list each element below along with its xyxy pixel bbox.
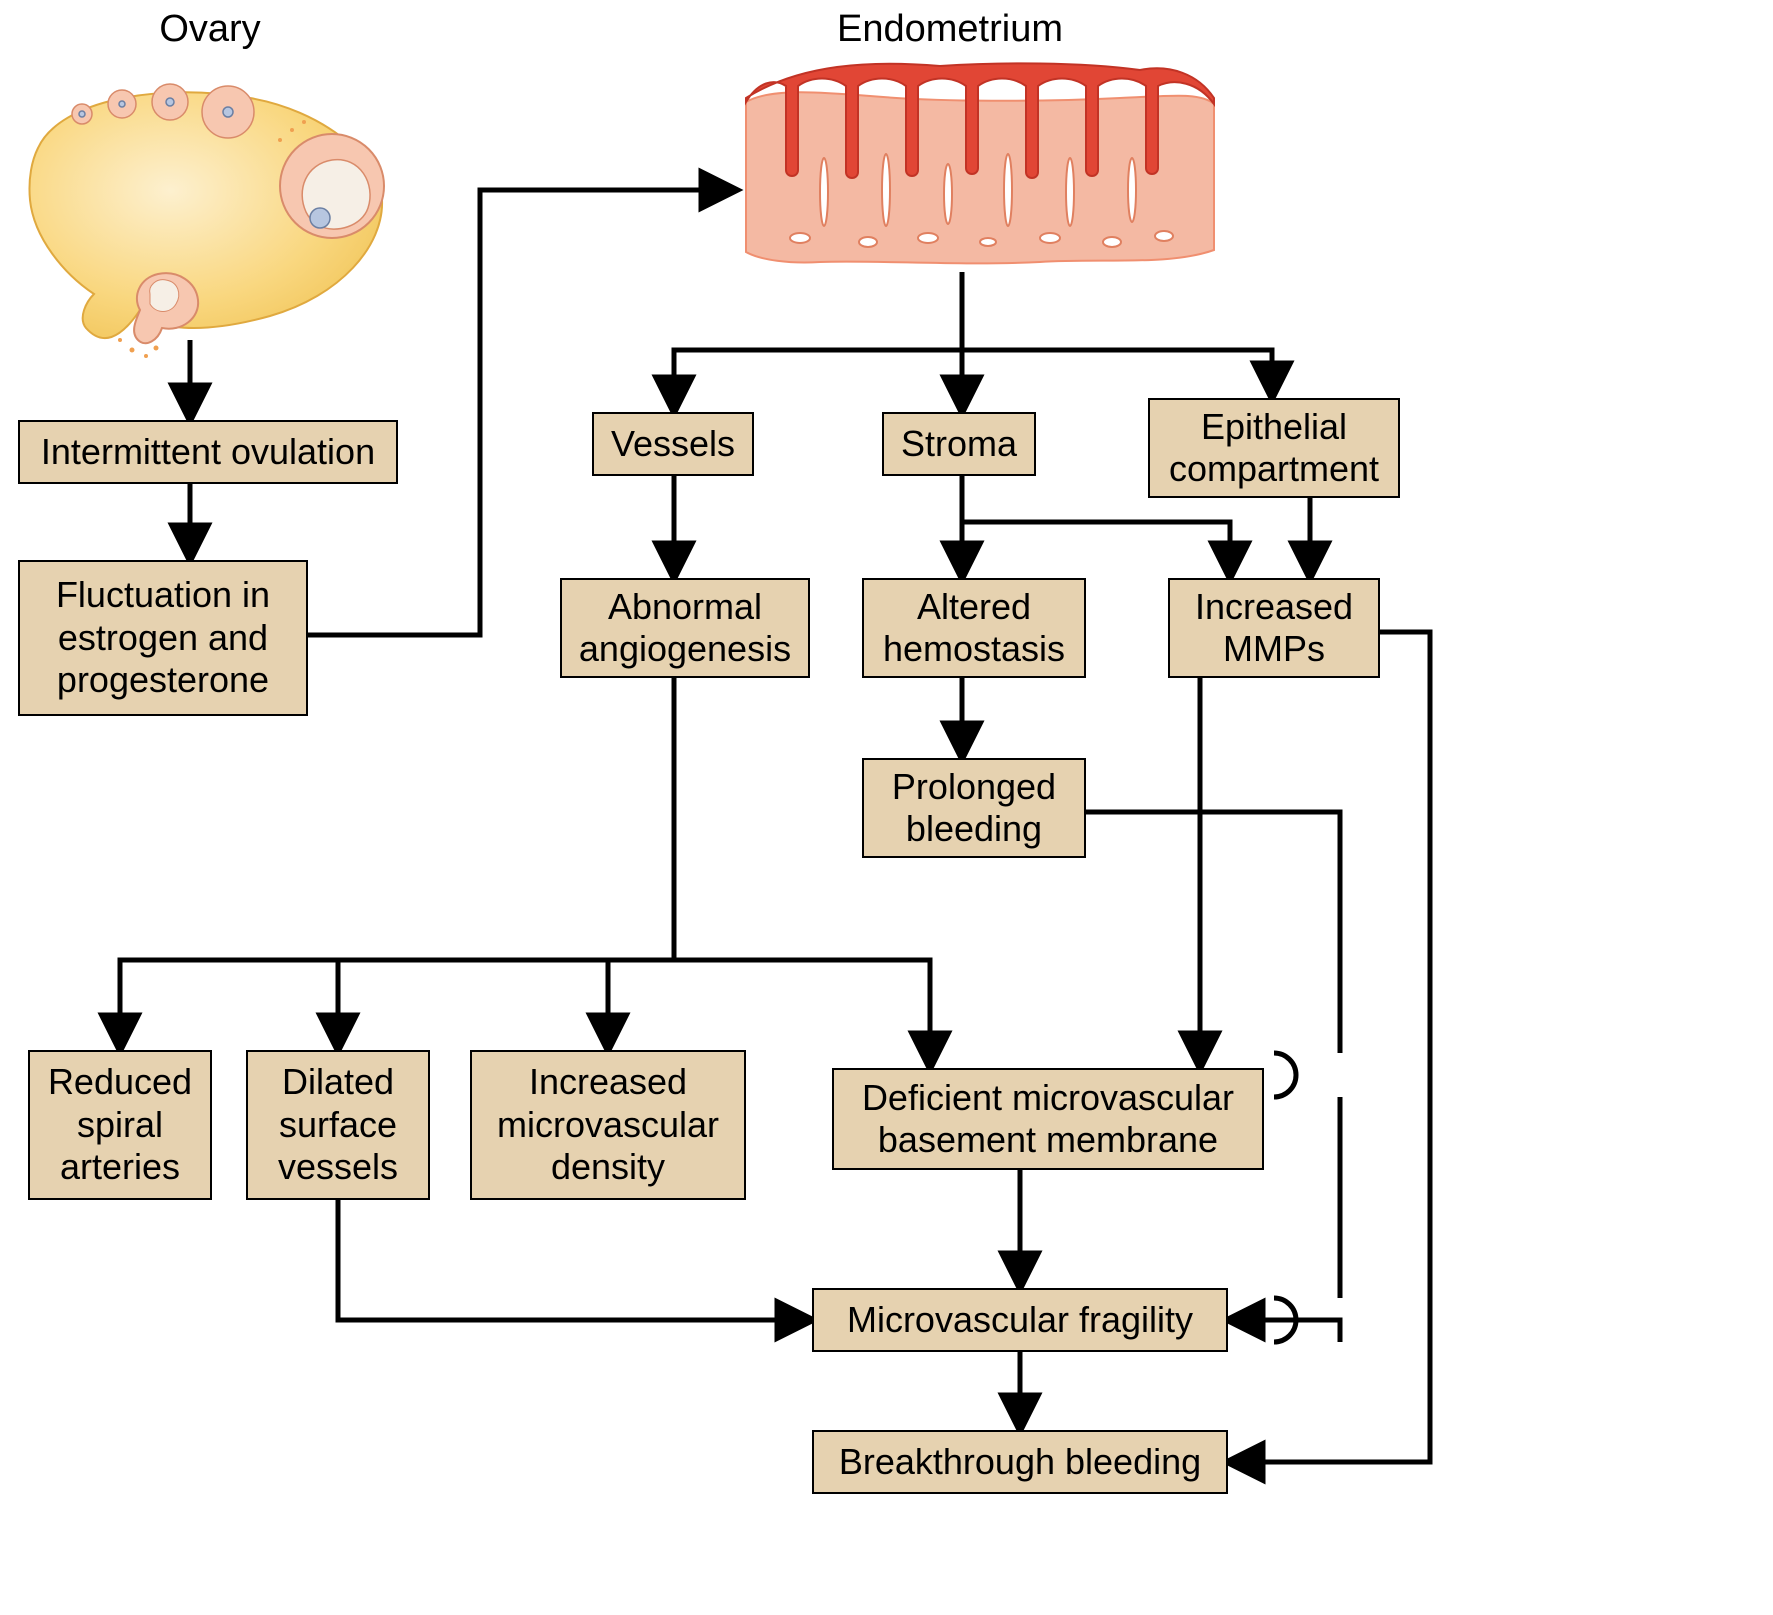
label: Stroma xyxy=(901,423,1017,465)
label: IncreasedMMPs xyxy=(1195,586,1353,671)
node-breakthrough-bleeding: Breakthrough bleeding xyxy=(812,1430,1228,1494)
node-epithelial: Epithelialcompartment xyxy=(1148,398,1400,498)
node-microvascular-fragility: Microvascular fragility xyxy=(812,1288,1228,1352)
node-fluctuation: Fluctuation inestrogen andprogesterone xyxy=(18,560,308,716)
node-altered-hemostasis: Alteredhemostasis xyxy=(862,578,1086,678)
node-vessels: Vessels xyxy=(592,412,754,476)
label: Intermittent ovulation xyxy=(41,431,375,473)
label: Alteredhemostasis xyxy=(883,586,1065,671)
label: Reducedspiralarteries xyxy=(48,1061,192,1188)
node-stroma: Stroma xyxy=(882,412,1036,476)
label: Vessels xyxy=(611,423,735,465)
node-deficient-bm: Deficient microvascularbasement membrane xyxy=(832,1068,1264,1170)
node-dilated-surface: Dilatedsurfacevessels xyxy=(246,1050,430,1200)
diagram-stage: Ovary Endometrium xyxy=(0,0,1773,1615)
label: Fluctuation inestrogen andprogesterone xyxy=(56,574,270,701)
label: Epithelialcompartment xyxy=(1169,406,1379,491)
node-increased-mmps: IncreasedMMPs xyxy=(1168,578,1380,678)
node-abnormal-angiogenesis: Abnormalangiogenesis xyxy=(560,578,810,678)
node-intermittent-ovulation: Intermittent ovulation xyxy=(18,420,398,484)
label: Deficient microvascularbasement membrane xyxy=(862,1077,1234,1162)
label: Breakthrough bleeding xyxy=(839,1441,1201,1483)
label: Dilatedsurfacevessels xyxy=(278,1061,398,1188)
label: Microvascular fragility xyxy=(847,1299,1193,1341)
node-prolonged-bleeding: Prolongedbleeding xyxy=(862,758,1086,858)
node-reduced-spiral: Reducedspiralarteries xyxy=(28,1050,212,1200)
label: Prolongedbleeding xyxy=(892,766,1056,851)
label: Increasedmicrovasculardensity xyxy=(497,1061,719,1188)
node-increased-density: Increasedmicrovasculardensity xyxy=(470,1050,746,1200)
label: Abnormalangiogenesis xyxy=(579,586,791,671)
